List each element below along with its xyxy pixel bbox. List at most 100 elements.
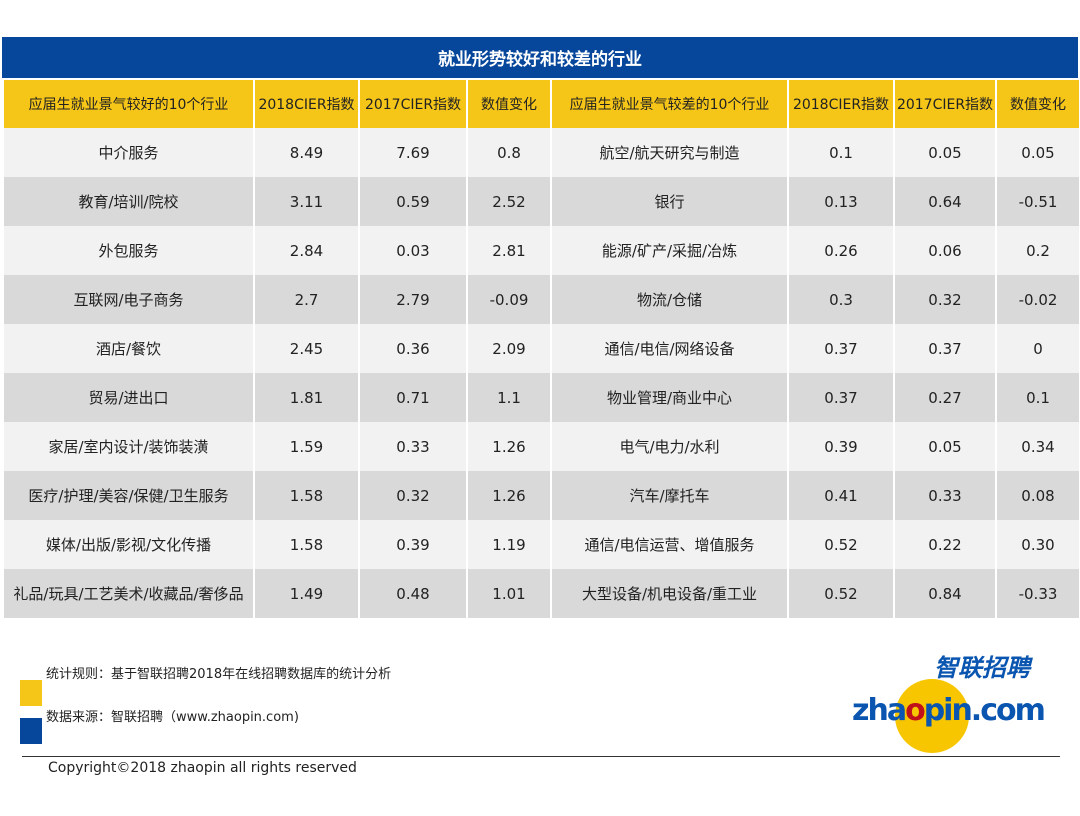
data-source-note: 数据来源：智联招聘（www.zhaopin.com) bbox=[46, 710, 299, 725]
table-cell: 0.37 bbox=[787, 373, 894, 422]
table-cell: 0.27 bbox=[893, 373, 996, 422]
table-cell: 0.84 bbox=[893, 569, 996, 618]
table-cell: 7.69 bbox=[358, 128, 467, 177]
table-cell: 0.39 bbox=[787, 422, 894, 471]
table-cell: 2.84 bbox=[253, 226, 359, 275]
table-cell: 0.52 bbox=[787, 520, 894, 569]
table-cell: 0.3 bbox=[787, 275, 894, 324]
table-row: 中介服务 8.49 7.69 0.8 航空/航天研究与制造 0.1 0.05 0.05 bbox=[2, 128, 1079, 177]
table-cell: 0.36 bbox=[358, 324, 467, 373]
table-cell: 2.79 bbox=[358, 275, 467, 324]
header-row: 应届生就业景气较好的10个行业 2018CIER指数 2017CIER指数 数值变化应… bbox=[2, 80, 1079, 128]
table-cell: 0.13 bbox=[787, 177, 894, 226]
table-cell: 航空/航天研究与制造 bbox=[550, 128, 788, 177]
table-cell: 0.71 bbox=[358, 373, 467, 422]
table-cell: 0.41 bbox=[787, 471, 894, 520]
table-row: 外包服务 2.84 0.03 2.81 能源/矿产/采掘/冶炼 0.26 0.06 0.2 bbox=[2, 226, 1079, 275]
table-cell: 8.49 bbox=[253, 128, 359, 177]
table-cell: 电气/电力/水利 bbox=[550, 422, 788, 471]
column-header: 2017CIER指数 bbox=[893, 80, 996, 128]
table-cell: 2.7 bbox=[253, 275, 359, 324]
table-cell: 1.58 bbox=[253, 520, 359, 569]
table-row: 互联网/电子商务 2.7 2.79 -0.09 物流/仓储 0.3 0.32 -0.02 bbox=[2, 275, 1079, 324]
table-cell: 1.49 bbox=[253, 569, 359, 618]
table-title: 就业形势较好和较差的行业 bbox=[2, 37, 1078, 78]
table-row: 家居/室内设计/装饰装潢 1.59 0.33 1.26 电气/电力/水利 0.39 0.05… bbox=[2, 422, 1079, 471]
table-cell: -0.51 bbox=[995, 177, 1079, 226]
table-cell: 0.22 bbox=[893, 520, 996, 569]
svg-text:智联招聘: 智联招聘 bbox=[934, 654, 1033, 682]
table-cell: 通信/电信运营、增值服务 bbox=[550, 520, 788, 569]
table-cell: 教育/培训/院校 bbox=[2, 177, 254, 226]
table-cell: 0.05 bbox=[995, 128, 1079, 177]
table-cell: 0.1 bbox=[787, 128, 894, 177]
table-cell: 0.05 bbox=[893, 422, 996, 471]
table-cell: 家居/室内设计/装饰装潢 bbox=[2, 422, 254, 471]
table-cell: 1.1 bbox=[466, 373, 551, 422]
table-cell: 1.59 bbox=[253, 422, 359, 471]
column-header: 应届生就业景气较差的10个行业 bbox=[550, 80, 788, 128]
svg-text:zhaopin.com: zhaopin.com bbox=[852, 693, 1044, 728]
yellow-legend-square bbox=[20, 680, 42, 706]
table-cell: 0.37 bbox=[787, 324, 894, 373]
table-cell: 互联网/电子商务 bbox=[2, 275, 254, 324]
table-cell: 0.03 bbox=[358, 226, 467, 275]
column-header: 应届生就业景气较好的10个行业 bbox=[2, 80, 254, 128]
table-row: 酒店/餐饮 2.45 0.36 2.09 通信/电信/网络设备 0.37 0.37 0 bbox=[2, 324, 1079, 373]
table-cell: 0.32 bbox=[893, 275, 996, 324]
footer-divider bbox=[22, 756, 1060, 757]
table-row: 礼品/玩具/工艺美术/收藏品/奢侈品 1.49 0.48 1.01 大型设备/机电设备/… bbox=[2, 569, 1079, 618]
industry-table: 应届生就业景气较好的10个行业 2018CIER指数 2017CIER指数 数值变化应… bbox=[2, 80, 1079, 618]
copyright: Copyright©2018 zhaopin all rights reserv… bbox=[48, 760, 357, 776]
table-cell: 1.01 bbox=[466, 569, 551, 618]
table-cell: 贸易/进出口 bbox=[2, 373, 254, 422]
table-cell: 0.06 bbox=[893, 226, 996, 275]
table-cell: 物流/仓储 bbox=[550, 275, 788, 324]
table-cell: 酒店/餐饮 bbox=[2, 324, 254, 373]
table-row: 教育/培训/院校 3.11 0.59 2.52 银行 0.13 0.64 -0.51 bbox=[2, 177, 1079, 226]
table-cell: 0.34 bbox=[995, 422, 1079, 471]
column-header: 2017CIER指数 bbox=[358, 80, 467, 128]
table-cell: 0.33 bbox=[358, 422, 467, 471]
table-cell: 礼品/玩具/工艺美术/收藏品/奢侈品 bbox=[2, 569, 254, 618]
table-cell: 能源/矿产/采掘/冶炼 bbox=[550, 226, 788, 275]
table-cell: 2.52 bbox=[466, 177, 551, 226]
table-cell: -0.02 bbox=[995, 275, 1079, 324]
column-header: 数值变化 bbox=[466, 80, 551, 128]
table-cell: 1.26 bbox=[466, 422, 551, 471]
table-cell: 物业管理/商业中心 bbox=[550, 373, 788, 422]
table-cell: 银行 bbox=[550, 177, 788, 226]
zhaopin-logo: 智联招聘 zhaopin.com bbox=[852, 654, 1046, 753]
table-cell: -0.09 bbox=[466, 275, 551, 324]
table-cell: 0.59 bbox=[358, 177, 467, 226]
stat-rule-note: 统计规则：基于智联招聘2018年在线招聘数据库的统计分析 bbox=[46, 667, 392, 682]
table-cell: 媒体/出版/影视/文化传播 bbox=[2, 520, 254, 569]
table-cell: 0.1 bbox=[995, 373, 1079, 422]
table-cell: 2.09 bbox=[466, 324, 551, 373]
table-cell: 0.48 bbox=[358, 569, 467, 618]
table-row: 媒体/出版/影视/文化传播 1.58 0.39 1.19 通信/电信运营、增值服务 0.5… bbox=[2, 520, 1079, 569]
table-cell: 0.8 bbox=[466, 128, 551, 177]
table-cell: 通信/电信/网络设备 bbox=[550, 324, 788, 373]
table-row: 贸易/进出口 1.81 0.71 1.1 物业管理/商业中心 0.37 0.27 0.1 bbox=[2, 373, 1079, 422]
table-cell: 0.26 bbox=[787, 226, 894, 275]
table-cell: 0.08 bbox=[995, 471, 1079, 520]
table-cell: 2.45 bbox=[253, 324, 359, 373]
table-cell: 0.30 bbox=[995, 520, 1079, 569]
table-cell: 汽车/摩托车 bbox=[550, 471, 788, 520]
table-cell: 0.32 bbox=[358, 471, 467, 520]
table-cell: 0.2 bbox=[995, 226, 1079, 275]
column-header: 数值变化 bbox=[995, 80, 1079, 128]
table-cell: 0.39 bbox=[358, 520, 467, 569]
column-header: 2018CIER指数 bbox=[253, 80, 359, 128]
table-cell: 0.05 bbox=[893, 128, 996, 177]
table-cell: 大型设备/机电设备/重工业 bbox=[550, 569, 788, 618]
blue-legend-square bbox=[20, 718, 42, 744]
table-cell: 医疗/护理/美容/保健/卫生服务 bbox=[2, 471, 254, 520]
table-cell: 1.81 bbox=[253, 373, 359, 422]
table-cell: 外包服务 bbox=[2, 226, 254, 275]
table-row: 医疗/护理/美容/保健/卫生服务 1.58 0.32 1.26 汽车/摩托车 0.41 0.… bbox=[2, 471, 1079, 520]
table-cell: 0.64 bbox=[893, 177, 996, 226]
table-cell: 1.58 bbox=[253, 471, 359, 520]
table-cell: 1.19 bbox=[466, 520, 551, 569]
